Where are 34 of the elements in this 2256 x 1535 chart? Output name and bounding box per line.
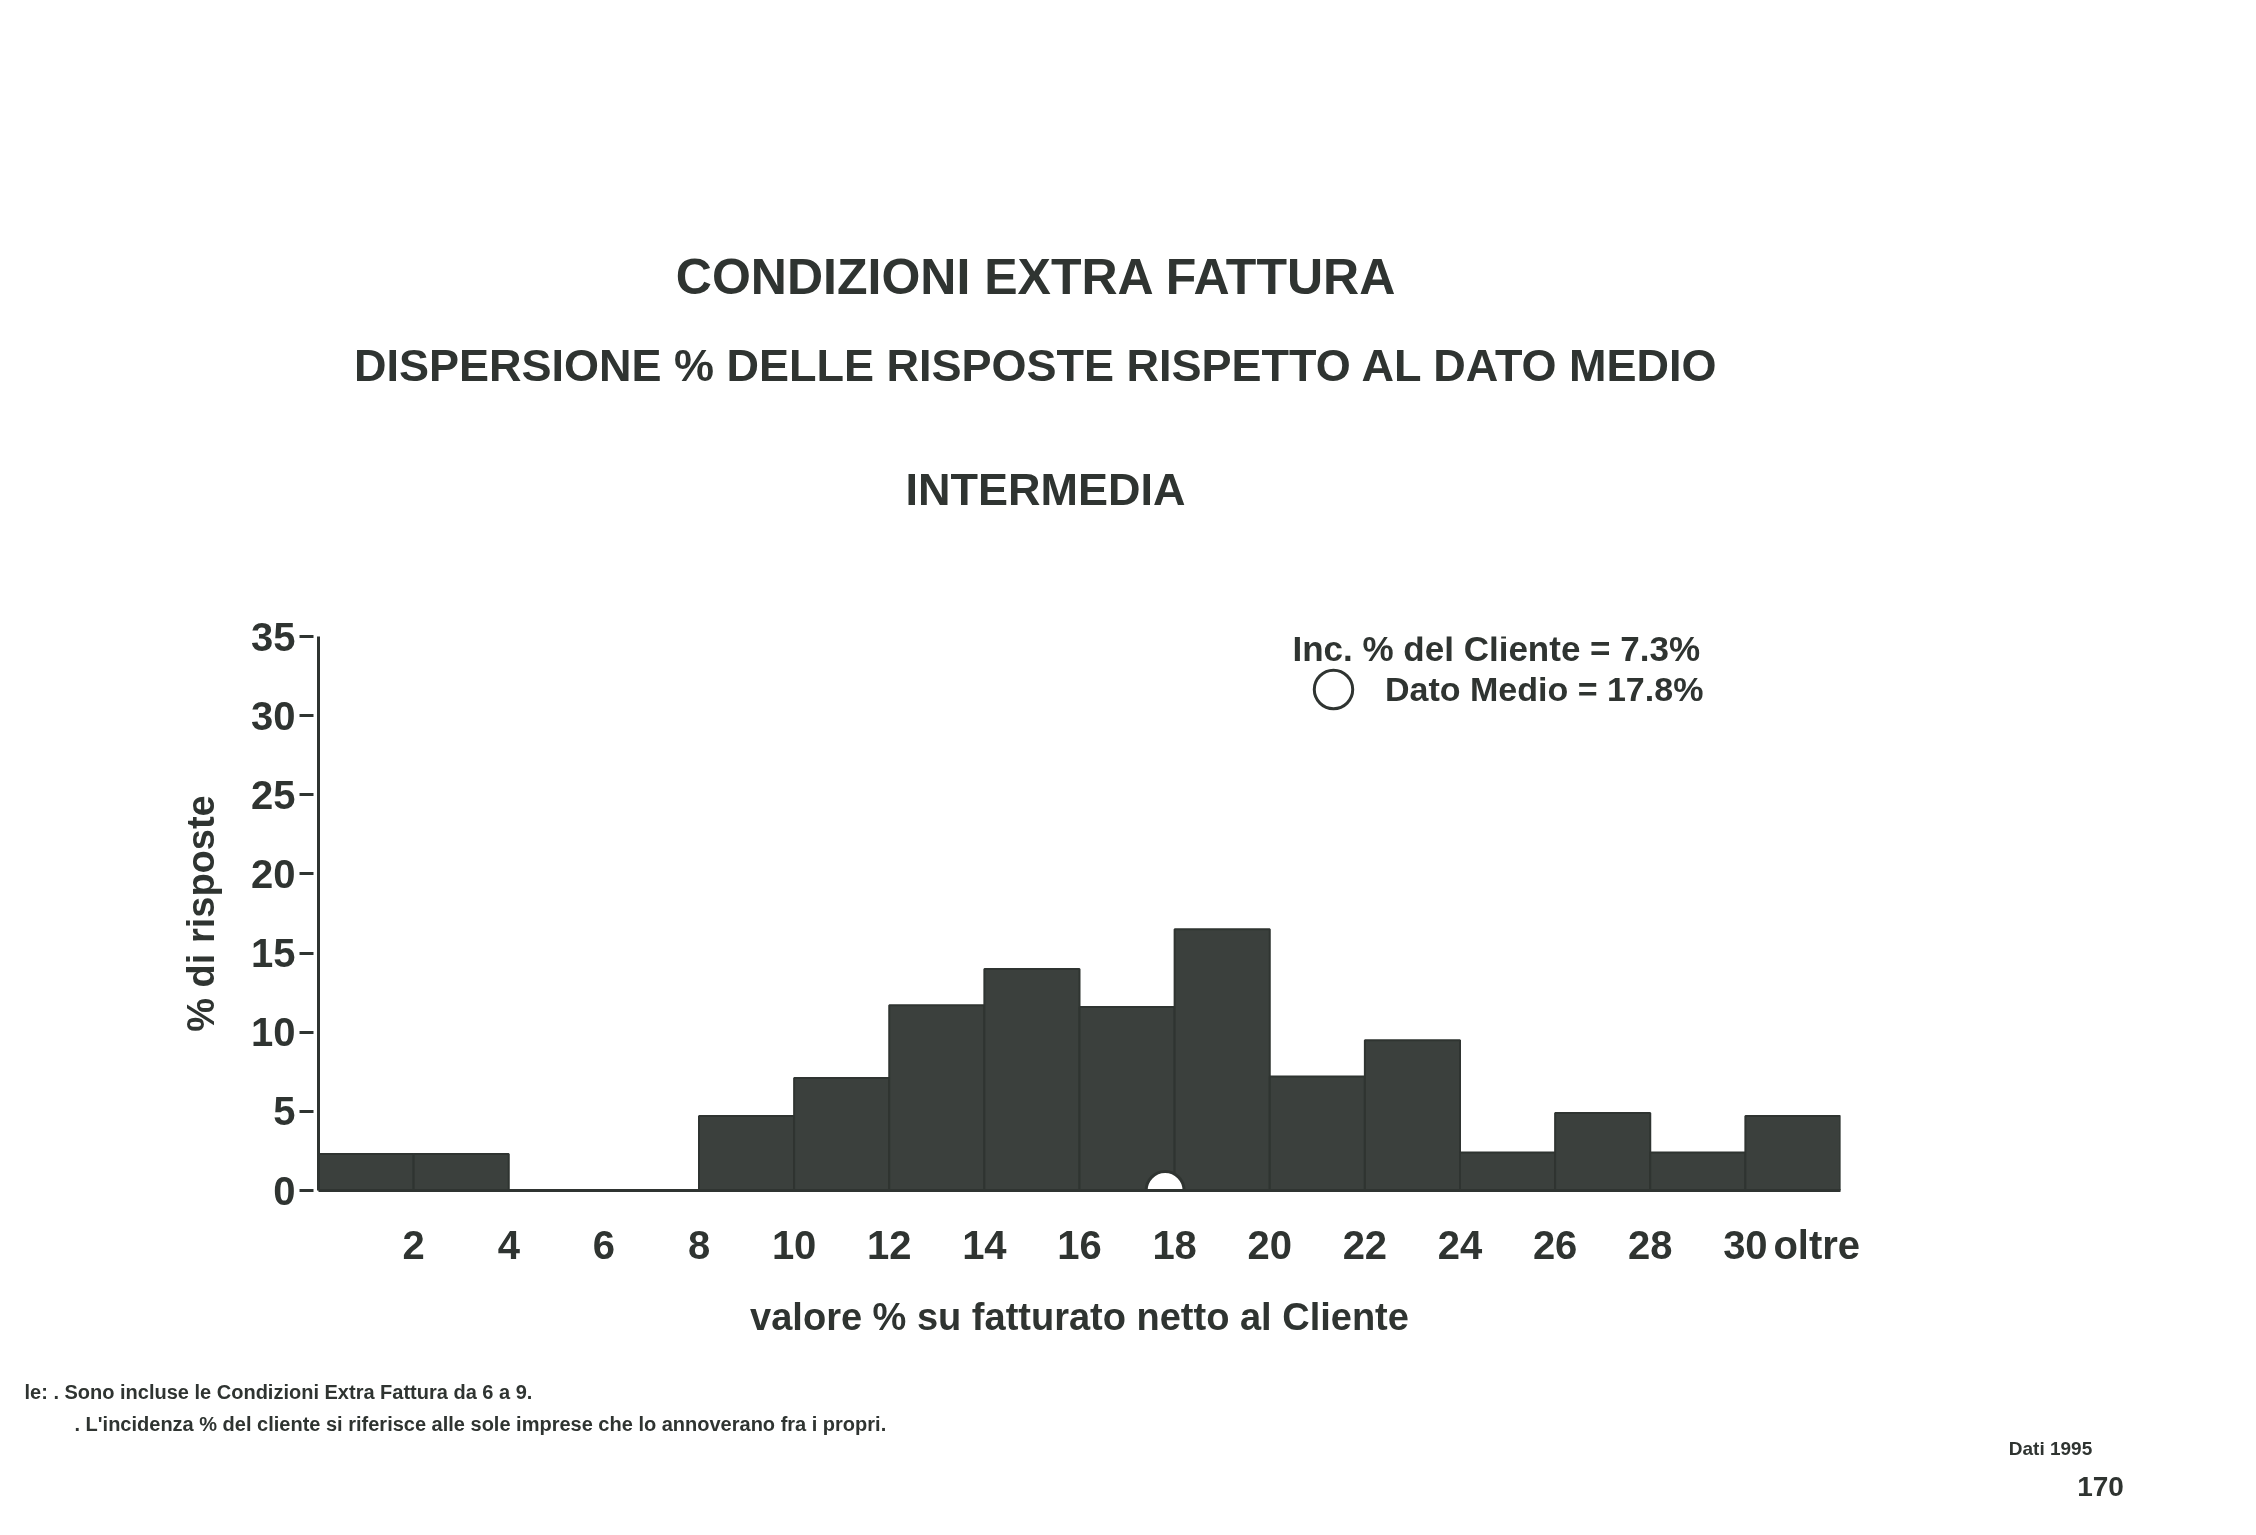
chart-subtitle: DISPERSIONE % DELLE RISPOSTE RISPETTO AL DATO MEDIO [353,340,1717,391]
x-tick-label: 2 [402,1222,425,1267]
y-tick-label: 35 [251,614,296,659]
x-tick-label: 4 [497,1222,521,1267]
text: INTERMEDIA [905,464,1186,515]
text: Dati 1995 [2008,1438,2093,1459]
legend-label: Dato Medio = 17.8% [1385,669,1704,709]
x-tick-label: oltre [1773,1222,1861,1267]
x-axis-title: valore % su fatturato netto al Cliente [750,1295,1409,1338]
y-axis-title: % di risposte [180,795,223,1032]
x-tick-label: 18 [1152,1222,1197,1267]
text: le: . Sono incluse le Condizioni Extra Fattura da 6 a 9. [24,1380,533,1403]
x-tick-label: 12 [867,1222,912,1267]
y-tick-label: 15 [251,931,296,976]
x-tick-label: 28 [1628,1222,1673,1267]
x-tick-label: 8 [687,1222,711,1267]
x-tick-label: 30 [1723,1222,1768,1267]
x-tick-label: 10 [771,1222,817,1267]
text: 170 [2077,1471,2124,1502]
y-tick-label: 0 [273,1168,296,1213]
y-tick-label: 5 [273,1089,296,1134]
x-tick-label: 26 [1532,1222,1578,1267]
x-tick-label: 22 [1342,1222,1388,1267]
x-tick-label: 14 [962,1222,1008,1267]
y-tick-label: 25 [251,772,296,817]
text: . L'incidenza % del cliente si riferisce alle sole imprese che lo annoverano fra i propri. [74,1412,887,1435]
x-tick-label: 16 [1057,1222,1102,1267]
x-tick-label: 24 [1437,1222,1483,1267]
y-tick-label: 20 [251,851,296,896]
x-tick-label: 20 [1247,1222,1292,1267]
y-tick-label: 30 [251,693,296,738]
chart-title: CONDIZIONI EXTRA FATTURA [675,248,1396,305]
x-tick-label: 6 [592,1222,615,1267]
y-tick-label: 10 [251,1010,296,1055]
